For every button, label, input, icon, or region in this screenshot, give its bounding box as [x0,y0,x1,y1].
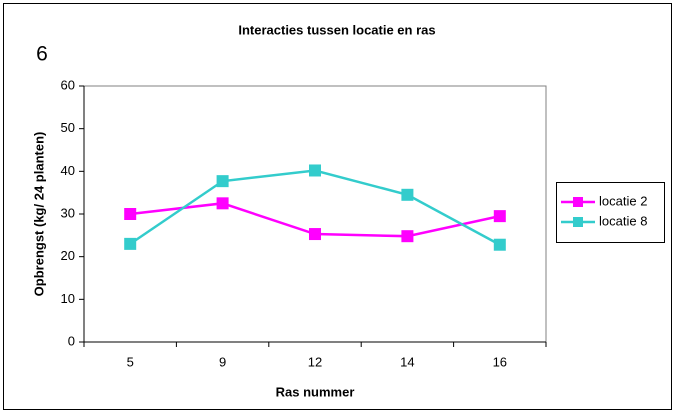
legend-marker [573,217,583,227]
y-tick-label: 30 [61,205,75,220]
legend-label: locatie 8 [599,213,647,228]
annotation: 6 [36,43,48,66]
y-tick-label: 40 [61,163,75,178]
legend-label: locatie 2 [599,193,647,208]
x-tick-label: 14 [400,354,414,369]
y-tick-label: 60 [61,77,75,92]
legend [556,182,665,243]
y-axis-label: Opbrengst (kg/ 24 planten) [31,132,46,297]
marker [309,228,321,241]
marker [493,210,506,223]
x-tick-label: 12 [308,354,322,369]
y-tick-label: 50 [61,120,75,135]
chart-title: Interacties tussen locatie en ras [238,22,435,37]
y-tick-label: 10 [61,291,75,306]
marker [124,208,137,220]
marker [493,238,506,251]
marker [124,237,137,250]
marker [401,188,414,201]
marker [216,197,229,210]
x-axis-label: Ras nummer [276,384,355,399]
marker [401,230,414,243]
marker [309,164,321,177]
y-tick-label: 20 [61,248,75,263]
x-tick-label: 16 [493,354,507,369]
legend-marker [573,197,583,207]
x-tick-label: 9 [219,354,226,369]
marker [216,175,229,188]
y-tick-label: 0 [68,333,75,348]
x-tick-label: 5 [127,354,134,369]
